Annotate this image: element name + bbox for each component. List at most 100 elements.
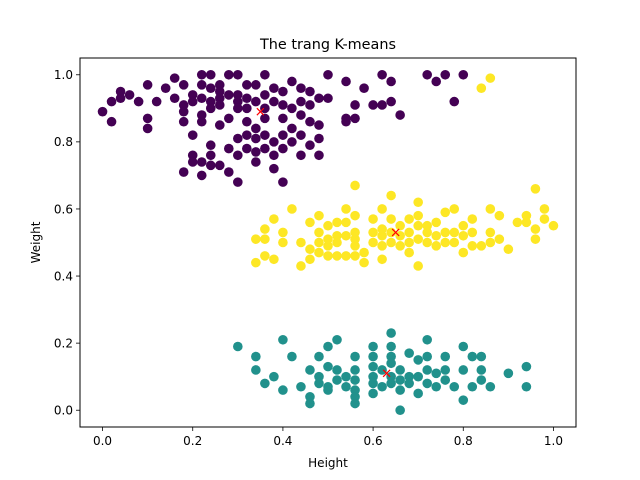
cluster-0-point [169, 93, 180, 104]
cluster-1-point [377, 381, 387, 392]
cluster-1-point [323, 361, 333, 372]
cluster-2-point [377, 224, 387, 234]
cluster-0-point [341, 116, 351, 127]
cluster-0-point [178, 106, 189, 117]
cluster-1-point [350, 398, 360, 409]
x-tick-label: 0.0 [93, 434, 112, 448]
cluster-1-point [350, 375, 360, 385]
cluster-2-point [422, 237, 433, 248]
y-tick-label: 0.8 [54, 135, 73, 149]
cluster-2-point [269, 254, 279, 265]
cluster-0-point [233, 90, 243, 100]
cluster-2-point [467, 214, 478, 224]
cluster-0-point [296, 83, 306, 93]
cluster-1-point [323, 341, 333, 352]
cluster-0-point [278, 177, 288, 187]
cluster-2-point [314, 237, 324, 248]
cluster-0-point [323, 93, 333, 104]
cluster-1-point [467, 351, 478, 362]
x-tick-label: 0.6 [364, 434, 383, 448]
cluster-2-point [440, 227, 451, 238]
y-tick-label: 0.4 [54, 269, 73, 283]
centroid-marker [382, 369, 391, 378]
cluster-1-point [476, 351, 487, 362]
cluster-0-point [196, 157, 207, 167]
cluster-2-point [323, 251, 333, 261]
cluster-0-point [142, 113, 153, 124]
cluster-0-point [205, 83, 216, 93]
centroid-marks [256, 107, 400, 378]
cluster-0-point [251, 147, 261, 157]
cluster-2-point [332, 217, 342, 228]
cluster-0-point [187, 130, 198, 140]
cluster-0-point [269, 150, 279, 161]
cluster-2-point [413, 261, 423, 271]
cluster-2-point [422, 220, 433, 231]
cluster-0-point [178, 116, 189, 127]
cluster-0-point [350, 100, 360, 110]
cluster-0-point [224, 143, 234, 154]
cluster-2-point [377, 230, 387, 241]
cluster-2-point [458, 230, 469, 241]
cluster-2-point [485, 227, 496, 238]
cluster-1-point [422, 334, 433, 345]
cluster-1-point [278, 385, 288, 395]
cluster-0-point [178, 100, 189, 110]
cluster-2-point [530, 234, 541, 244]
cluster-2-point [251, 234, 261, 244]
cluster-1-point [332, 365, 342, 375]
x-tick-label: 0.4 [273, 434, 292, 448]
cluster-0-point [269, 163, 279, 174]
cluster-2-point [386, 190, 396, 201]
cluster-2-point [458, 220, 469, 231]
cluster-1-point [305, 398, 315, 409]
cluster-0-point [233, 103, 243, 114]
cluster-2-point [404, 227, 414, 238]
plot-frame [79, 57, 577, 428]
cluster-2-point [413, 220, 423, 231]
cluster-2-point [458, 247, 469, 258]
cluster-2-point [323, 234, 333, 244]
cluster-0-point [106, 96, 117, 107]
cluster-2-point [404, 247, 414, 258]
cluster-2-point [449, 227, 460, 238]
cluster-1-point [269, 371, 279, 382]
cluster-0-point [386, 96, 396, 107]
cluster-0-point [214, 160, 225, 171]
cluster-2-point [539, 214, 550, 224]
cluster-2-point [386, 214, 396, 224]
cluster-0-point [431, 76, 442, 87]
cluster-0-point [269, 96, 279, 107]
cluster-0-point [278, 113, 288, 124]
cluster-0-point [260, 90, 270, 100]
cluster-1-point [476, 375, 487, 385]
cluster-2-point [251, 257, 261, 268]
cluster-0-point [205, 69, 216, 80]
cluster-1-point [386, 371, 396, 382]
cluster-2-point [431, 230, 442, 241]
cluster-1-point [251, 351, 261, 362]
cluster-0-point [242, 103, 252, 114]
cluster-2-point [305, 217, 315, 228]
cluster-0-point [169, 73, 180, 83]
cluster-0-point [196, 116, 207, 127]
cluster-1-point [260, 378, 270, 389]
cluster-0-point [251, 96, 261, 107]
cluster-1-point [386, 378, 396, 389]
cluster-0-point [214, 86, 225, 97]
cluster-1-point [350, 385, 360, 395]
cluster-2-point [512, 217, 523, 228]
cluster-2-point [395, 220, 405, 231]
cluster-1-point [332, 334, 342, 345]
cluster-0-point [458, 69, 469, 80]
cluster-1-point [431, 381, 442, 392]
cluster-2-point [260, 224, 270, 234]
cluster-2-point [305, 244, 315, 255]
cluster-0-point [242, 130, 252, 140]
cluster-2-point [323, 241, 333, 251]
x-tick-label: 0.8 [454, 434, 473, 448]
cluster-2-point [260, 234, 270, 244]
cluster-0-point [314, 120, 324, 130]
cluster-2-point [539, 204, 550, 214]
cluster-2-point [278, 227, 288, 238]
